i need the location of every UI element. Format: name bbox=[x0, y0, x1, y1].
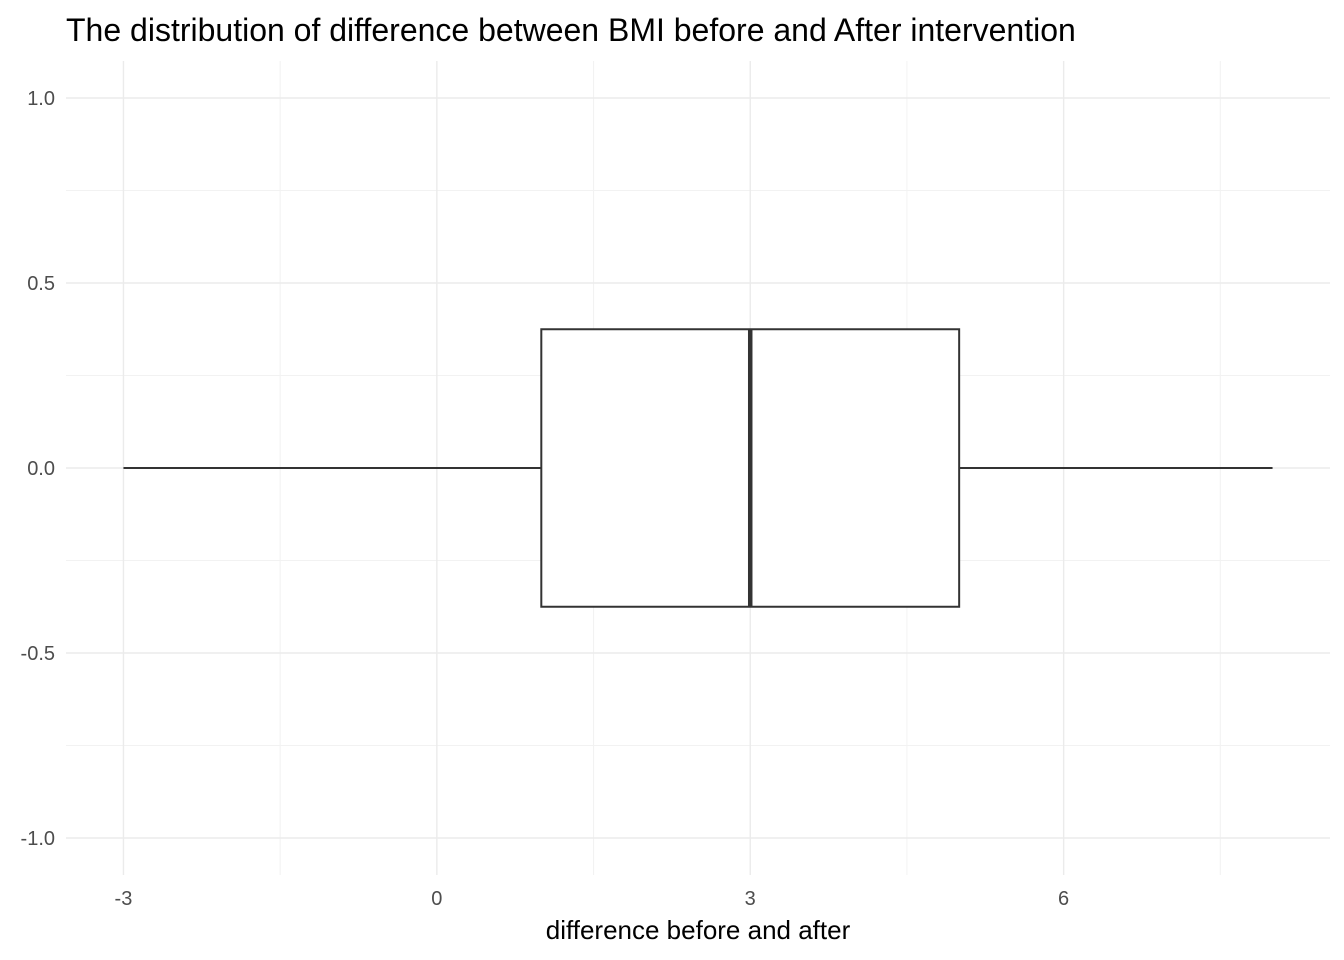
boxplot bbox=[123, 328, 1273, 608]
y-tick-label: 1.0 bbox=[27, 88, 55, 110]
x-axis-ticks: -3 0 3 6 bbox=[115, 888, 1070, 910]
x-axis-title: difference before and after bbox=[546, 915, 851, 945]
x-tick-label: 3 bbox=[745, 888, 756, 910]
chart-title: The distribution of difference between B… bbox=[66, 12, 1076, 48]
y-tick-label: -0.5 bbox=[21, 643, 55, 665]
x-tick-label: 6 bbox=[1058, 888, 1069, 910]
y-tick-label: 0.0 bbox=[27, 458, 55, 480]
x-tick-label: 0 bbox=[431, 888, 442, 910]
y-tick-label: 0.5 bbox=[27, 273, 55, 295]
y-axis-ticks: 1.0 0.5 0.0 -0.5 -1.0 bbox=[21, 88, 55, 850]
y-tick-label: -1.0 bbox=[21, 828, 55, 850]
x-tick-label: -3 bbox=[115, 888, 133, 910]
